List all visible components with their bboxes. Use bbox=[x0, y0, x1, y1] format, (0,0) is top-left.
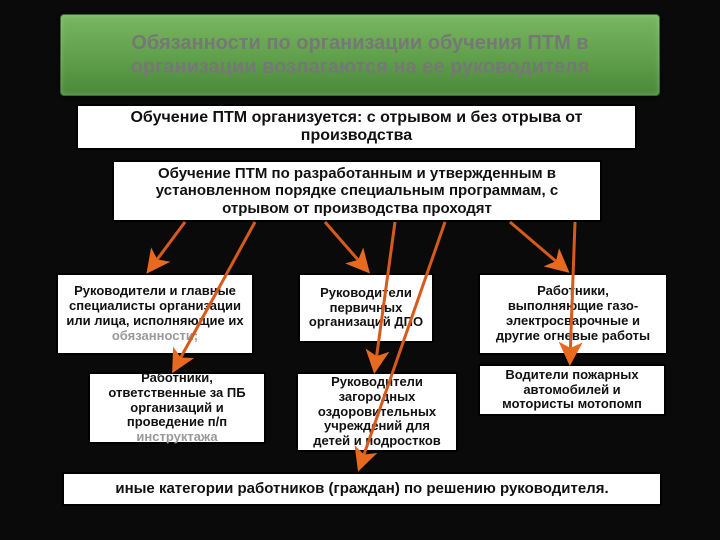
child-others-text: иные категории работников (граждан) по р… bbox=[115, 480, 608, 497]
child-pb-text: Работники, ответственные за ПБ организац… bbox=[108, 370, 245, 430]
child-others: иные категории работников (граждан) по р… bbox=[62, 472, 662, 506]
child-dpo: Руководители первичных организаций ДПО bbox=[298, 273, 434, 343]
child-welders: Работники, выполняющие газо-электросваро… bbox=[478, 273, 668, 355]
box-programs-text: Обучение ПТМ по разработанным и утвержде… bbox=[122, 165, 592, 217]
child-drivers-text: Водители пожарных автомобилей и моторист… bbox=[488, 368, 656, 413]
child-managers-fade: обязанности; bbox=[112, 328, 198, 343]
child-dpo-text: Руководители первичных организаций ДПО bbox=[308, 286, 424, 331]
box-training-modes-text: Обучение ПТМ организуется: с отрывом и б… bbox=[86, 109, 627, 146]
child-welders-text: Работники, выполняющие газо-электросваро… bbox=[488, 284, 658, 344]
child-pb: Работники, ответственные за ПБ организац… bbox=[88, 372, 266, 444]
child-managers-text: Руководители и главные специалисты орган… bbox=[66, 283, 243, 328]
header-box: Обязанности по организации обучения ПТМ … bbox=[60, 14, 660, 96]
child-managers: Руководители и главные специалисты орган… bbox=[56, 273, 254, 355]
box-programs: Обучение ПТМ по разработанным и утвержде… bbox=[112, 160, 602, 222]
child-drivers: Водители пожарных автомобилей и моторист… bbox=[478, 364, 666, 416]
header-text: Обязанности по организации обучения ПТМ … bbox=[79, 31, 641, 79]
box-training-modes: Обучение ПТМ организуется: с отрывом и б… bbox=[76, 104, 637, 150]
child-camps-text: Руководители загородных оздоровительных … bbox=[306, 375, 448, 450]
child-camps: Руководители загородных оздоровительных … bbox=[296, 372, 458, 452]
child-pb-fade: инструктажа bbox=[136, 429, 217, 444]
